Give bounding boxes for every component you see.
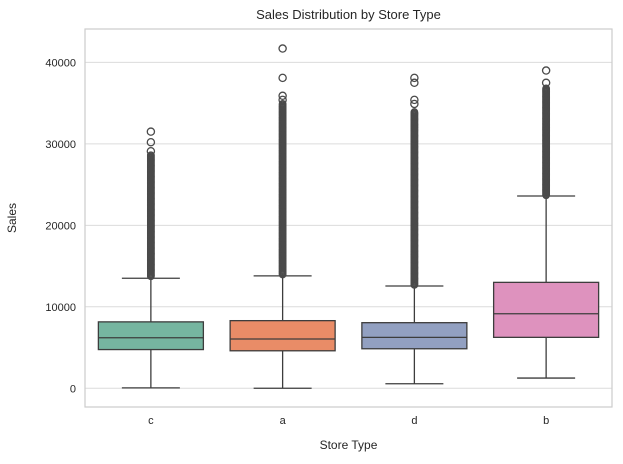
y-tick-label: 20000: [45, 220, 76, 232]
outlier-point: [410, 95, 419, 105]
y-tick-label: 0: [70, 383, 76, 395]
outlier-column-a: [278, 100, 287, 279]
y-tick-label: 10000: [45, 302, 76, 314]
outlier-column-d: [410, 108, 419, 289]
outlier-point: [146, 127, 156, 136]
box-group-a: [229, 44, 336, 389]
outlier-point: [278, 73, 287, 83]
outlier-point: [278, 44, 287, 53]
x-axis-label: Store Type: [319, 438, 378, 452]
outlier-point: [541, 78, 551, 88]
x-tick-label-c: c: [148, 415, 154, 427]
y-tick-label: 40000: [45, 57, 76, 69]
plot-border: [84, 28, 613, 408]
outlier-column-b: [542, 84, 551, 200]
chart-title: Sales Distribution by Store Type: [256, 7, 441, 22]
outlier-column-c: [146, 151, 155, 281]
x-tick-label-d: d: [411, 415, 417, 427]
outlier-point: [146, 146, 156, 156]
outlier-point: [410, 78, 419, 88]
outlier-point: [541, 66, 551, 75]
box-group-d: [361, 73, 468, 385]
box-c: [97, 321, 205, 351]
outlier-point: [278, 91, 287, 101]
box-b: [492, 281, 600, 338]
x-tick-label-b: b: [543, 415, 549, 427]
outlier-point: [146, 137, 156, 147]
outlier-point: [278, 95, 287, 105]
box-group-b: [492, 66, 600, 379]
box-a: [229, 319, 336, 352]
outlier-point: [410, 73, 419, 83]
box-d: [361, 322, 468, 350]
box-group-c: [97, 127, 205, 389]
y-tick-label: 30000: [45, 139, 76, 151]
outlier-point: [410, 99, 419, 109]
x-tick-label-a: a: [280, 415, 287, 427]
